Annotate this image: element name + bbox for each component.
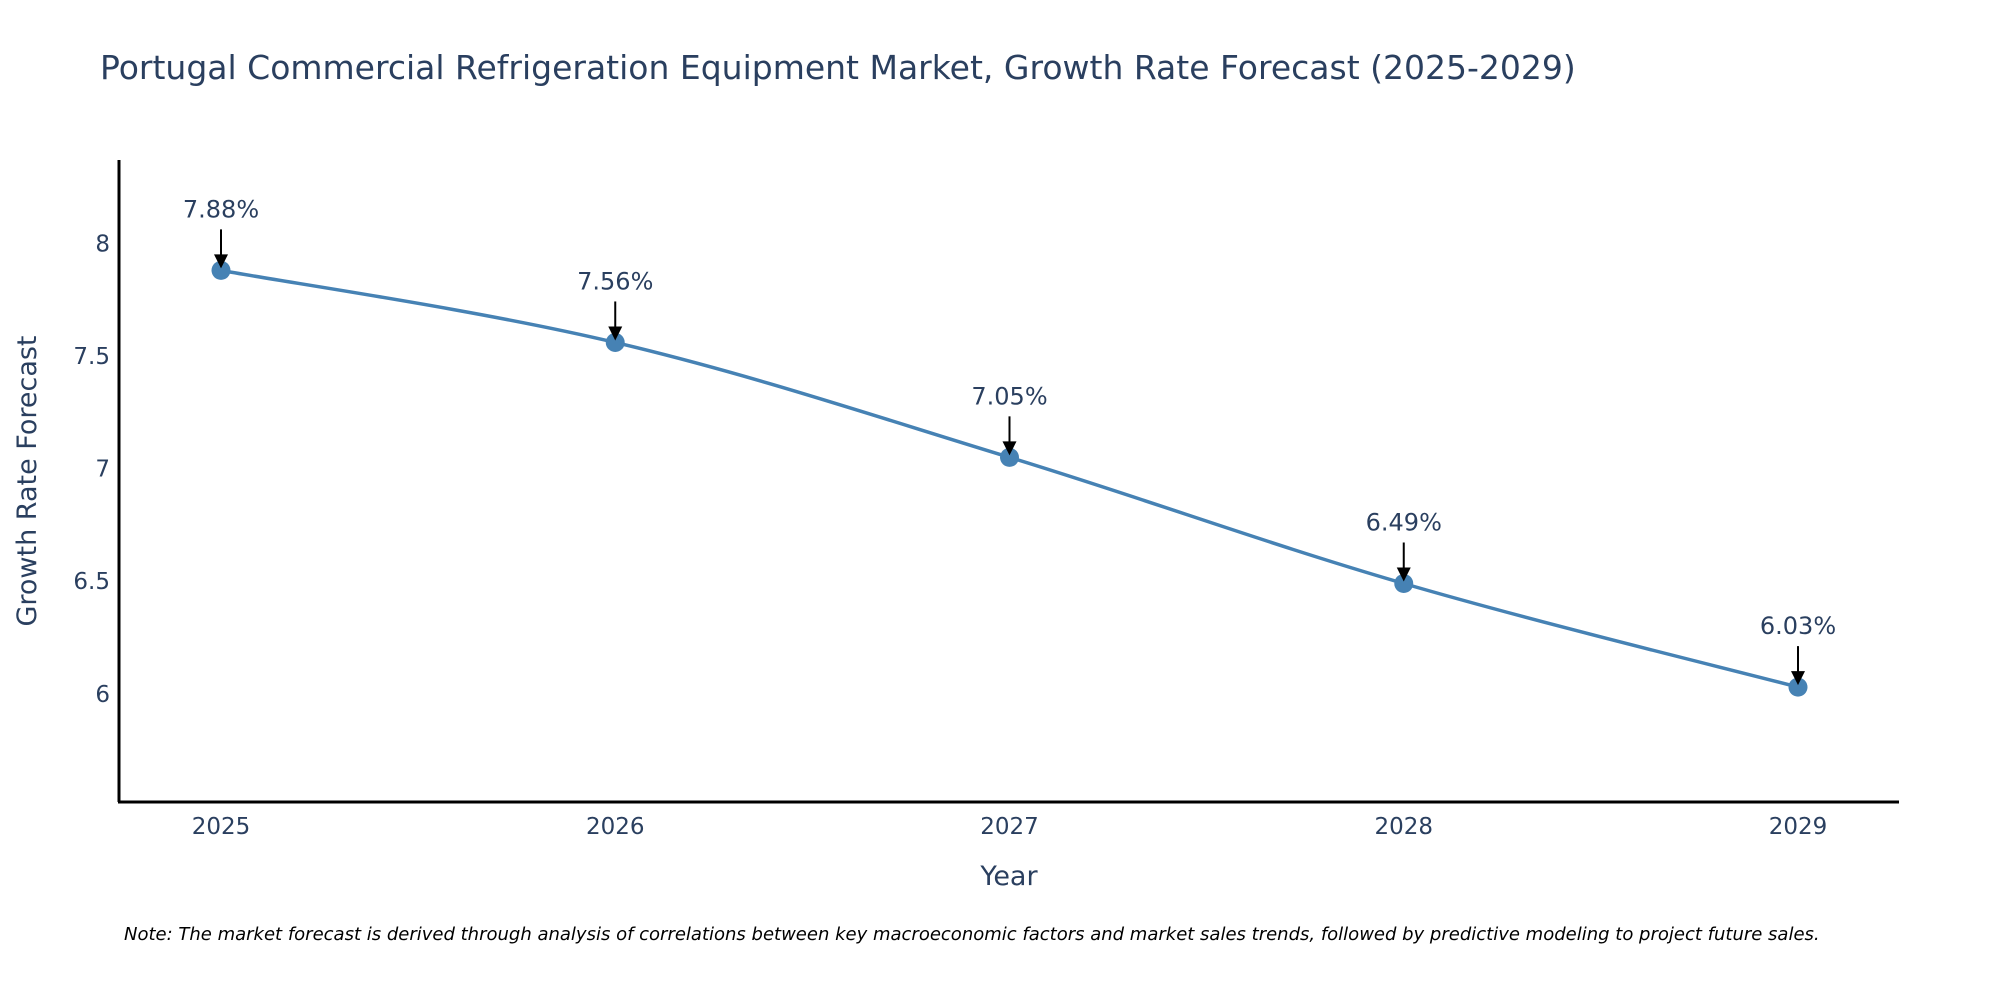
- annotation-arrow-head: [1791, 671, 1805, 686]
- y-tick-labels: 6 6.5 7 7.5 8: [73, 231, 110, 708]
- data-point-marker: [211, 260, 231, 280]
- series-markers: [211, 260, 1808, 697]
- y-tick-label: 6: [95, 682, 110, 708]
- y-tick-label: 7: [95, 457, 110, 483]
- data-label: 6.03%: [1760, 612, 1836, 640]
- data-label: 6.49%: [1366, 508, 1442, 536]
- y-tick-label: 8: [95, 231, 110, 257]
- chart-title: Portugal Commercial Refrigeration Equipm…: [100, 48, 1576, 87]
- x-tick-label: 2025: [192, 814, 251, 840]
- x-axis-title: Year: [979, 861, 1038, 892]
- y-axis-title: Growth Rate Forecast: [12, 335, 43, 626]
- annotation-arrow-head: [1396, 567, 1411, 582]
- y-tick-label: 7.5: [73, 344, 110, 370]
- data-point-marker: [605, 332, 625, 352]
- y-tick-label: 6.5: [73, 569, 110, 595]
- data-point-marker: [1000, 447, 1019, 467]
- annotation-arrow-head: [214, 254, 228, 269]
- data-annotations: 7.88% 7.56% 7.05% 6.49% 6.03%: [183, 195, 1836, 686]
- series-line: [220, 268, 1799, 689]
- annotation-arrow-head: [1002, 441, 1017, 456]
- data-label: 7.56%: [577, 267, 653, 295]
- x-tick-label: 2029: [1769, 814, 1828, 840]
- footnote: Note: The market forecast is derived thr…: [124, 924, 1820, 945]
- data-label: 7.05%: [971, 382, 1047, 410]
- data-point-marker: [1394, 573, 1414, 593]
- data-label: 7.88%: [183, 195, 259, 223]
- annotation-arrow-head: [608, 326, 623, 341]
- data-point-marker: [1788, 677, 1808, 697]
- x-tick-label: 2027: [980, 814, 1039, 840]
- plot-area: 6 6.5 7 7.5 8 2025 2026 2027 2028 2029 7.88% 7.56…: [73, 160, 1899, 840]
- x-tick-label: 2028: [1374, 814, 1433, 840]
- x-tick-labels: 2025 2026 2027 2028 2029: [192, 814, 1828, 840]
- x-tick-label: 2026: [586, 814, 645, 840]
